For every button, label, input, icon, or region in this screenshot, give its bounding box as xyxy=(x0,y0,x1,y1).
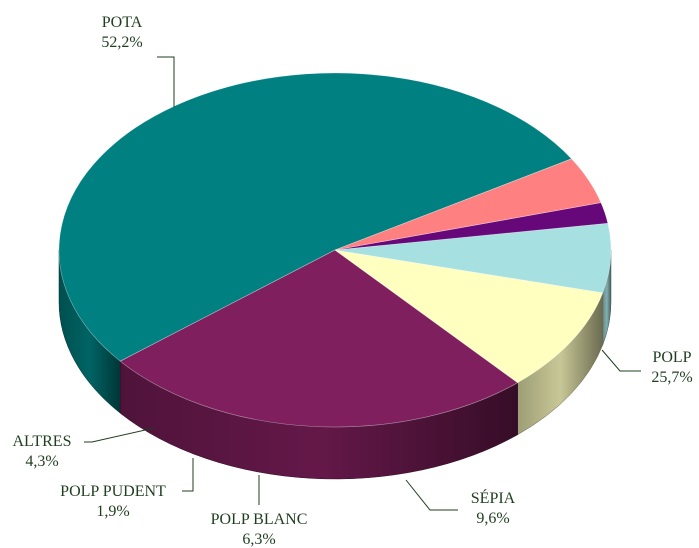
slice-value-altres: 4,3% xyxy=(25,453,58,470)
slice-value-polp-pudent: 1,9% xyxy=(96,503,129,520)
slice-label-polp-blanc: POLP BLANC xyxy=(211,511,308,528)
slice-polp xyxy=(119,249,519,428)
leader-polp-pudent xyxy=(182,458,194,492)
slice-label-altres: ALTRES xyxy=(13,433,72,450)
pie-sides xyxy=(58,249,612,480)
slice-label-sepia: SÉPIA xyxy=(471,488,516,507)
slice-label-polp-pudent: POLP PUDENT xyxy=(60,483,166,500)
slice-pota xyxy=(58,72,573,362)
slice-altres xyxy=(334,158,602,251)
leader-altres xyxy=(84,427,155,443)
leader-polp xyxy=(601,349,641,372)
slice-labels: POTA 52,2% POLP 25,7% SÉPIA 9,6% POLP BLANC 6,3… xyxy=(13,14,693,548)
leader-sepia xyxy=(405,479,458,511)
slice-label-pota: POTA xyxy=(102,14,143,31)
slice-value-polp: 25,7% xyxy=(651,369,692,386)
slice-label-polp: POLP xyxy=(652,349,691,366)
slice-value-polp-blanc: 6,3% xyxy=(242,531,275,548)
pie-tops xyxy=(58,72,612,428)
slice-sepia xyxy=(334,249,604,384)
slice-value-pota: 52,2% xyxy=(101,34,142,51)
leader-pota xyxy=(157,56,175,107)
slice-value-sepia: 9,6% xyxy=(476,510,509,527)
leader-lines xyxy=(84,56,641,511)
